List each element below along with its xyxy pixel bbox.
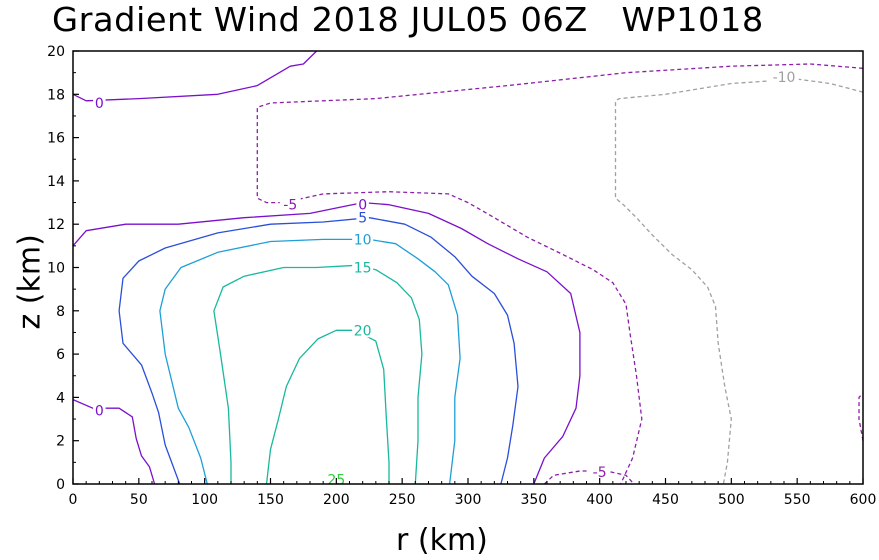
contour-label-bg	[769, 68, 799, 84]
y-tick-label: 16	[47, 131, 65, 147]
chart-title: Gradient Wind 2018 JUL05 06Z WP1018	[52, 0, 764, 39]
contour-label: 0	[95, 403, 104, 419]
contour-line-0	[72, 399, 156, 485]
contour-line-10	[159, 238, 461, 485]
y-tick-label: 0	[56, 477, 65, 493]
contour-line-0	[72, 50, 318, 102]
plot-frame	[72, 50, 864, 485]
contour-line-20	[265, 329, 390, 485]
x-tick-label: 150	[257, 492, 284, 508]
y-tick-label: 4	[56, 390, 65, 406]
contour-label: 10	[354, 232, 372, 248]
contour-label: 5	[358, 211, 367, 227]
contour-label: -5	[593, 465, 607, 481]
contour-line-neg10	[614, 78, 864, 485]
contour-label-bg	[93, 94, 106, 110]
x-tick-label: 200	[323, 492, 350, 508]
x-tick-label: 300	[455, 492, 482, 508]
x-axis-label: r (km)	[396, 523, 488, 558]
x-tick-label: 50	[130, 492, 148, 508]
x-tick-label: 400	[586, 492, 613, 508]
contour-label: 20	[354, 323, 372, 339]
contour-label-bg	[589, 464, 611, 480]
x-tick-label: 250	[389, 492, 416, 508]
contour-label-bg	[356, 209, 369, 225]
y-tick-label: 20	[47, 44, 65, 60]
y-axis-label: z (km)	[12, 234, 48, 330]
y-tick-label: 12	[47, 217, 65, 233]
x-tick-label: 350	[520, 492, 547, 508]
y-tick-label: 2	[56, 434, 65, 450]
contour-label: -5	[283, 198, 297, 214]
x-tick-label: 100	[191, 492, 218, 508]
y-tick-label: 8	[56, 304, 65, 320]
contour-line-neg5	[543, 470, 635, 485]
contour-label-bg	[356, 196, 369, 212]
contour-label-bg	[93, 402, 106, 418]
x-tick-label: 450	[652, 492, 679, 508]
x-tick-label: 500	[718, 492, 745, 508]
contour-line-neg5	[256, 63, 864, 485]
contour-label: 0	[358, 198, 367, 214]
y-tick-label: 10	[47, 261, 65, 277]
contour-label: 0	[95, 96, 104, 112]
contour-line-neg5	[858, 392, 864, 441]
y-tick-label: 18	[47, 87, 65, 103]
contour-label-bg	[352, 231, 374, 247]
x-tick-label: 600	[850, 492, 877, 508]
contour-label-bg	[352, 322, 374, 338]
contour-line-5	[118, 217, 519, 485]
contour-label: -10	[773, 70, 796, 86]
x-tick-label: 0	[69, 492, 78, 508]
y-tick-label: 14	[47, 174, 65, 190]
contour-label-bg	[352, 259, 374, 275]
contour-line-0	[72, 201, 581, 485]
y-tick-label: 6	[56, 347, 65, 363]
x-tick-label: 550	[784, 492, 811, 508]
contour-line-15	[213, 264, 423, 485]
contour-label: 15	[354, 261, 372, 277]
contour-label-bg	[279, 196, 301, 212]
